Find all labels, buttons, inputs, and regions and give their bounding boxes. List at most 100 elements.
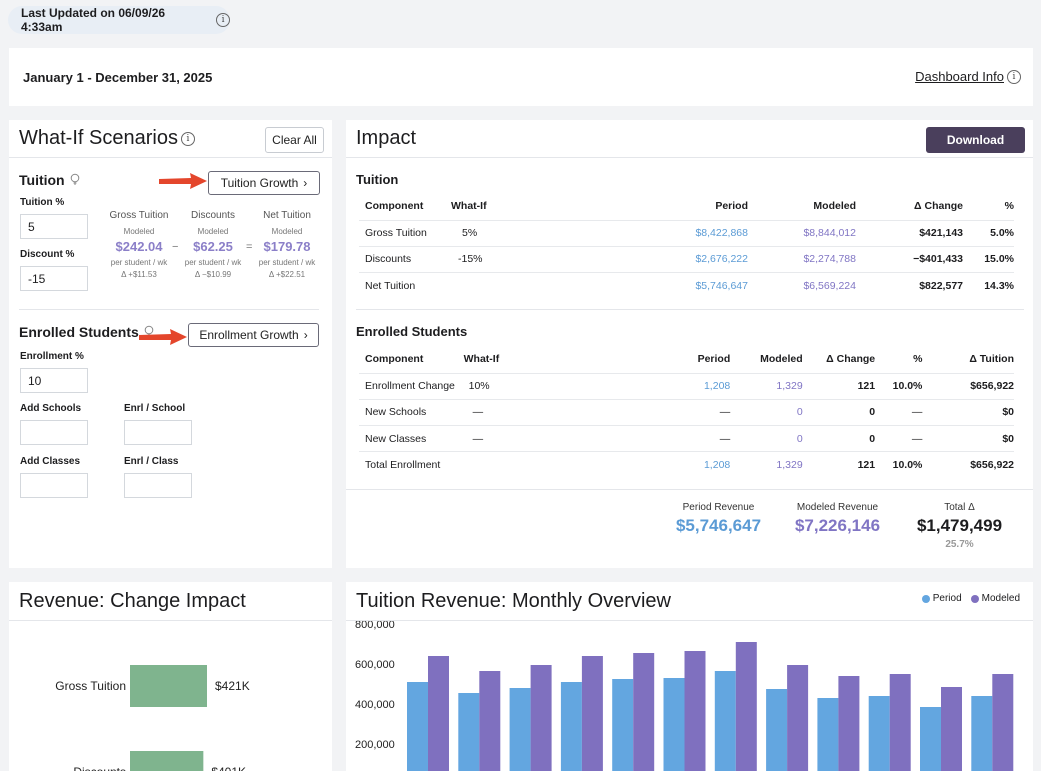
bar-modeled <box>684 651 706 771</box>
info-icon[interactable]: i <box>1007 69 1021 84</box>
divider <box>9 620 332 621</box>
enrl-class-input[interactable] <box>124 473 192 498</box>
stat-value: $62.25 <box>193 239 233 254</box>
monthly-overview-title: Tuition Revenue: Monthly Overview <box>356 590 671 612</box>
tuition-section-title: Tuition <box>19 172 81 188</box>
discount-pct-input[interactable]: -15 <box>20 266 88 291</box>
bar-period <box>920 707 941 771</box>
table-row: New Classes — — 0 0 — $0 <box>359 425 1014 452</box>
cell-period: — <box>556 425 731 452</box>
cell-modeled: 0 <box>730 398 803 426</box>
cell-change: 0 <box>802 398 876 426</box>
enrollment-pct-input[interactable]: 10 <box>20 368 88 393</box>
stat-per: per student / wk <box>110 258 168 267</box>
dashboard-info-label[interactable]: Dashboard Info <box>915 69 1004 84</box>
bar-modeled <box>633 653 655 771</box>
bar-modeled <box>581 656 603 771</box>
stat-delta: Δ +$11.53 <box>121 270 157 279</box>
tuition-growth-label[interactable]: Tuition Growth <box>220 176 299 190</box>
clear-all-button[interactable]: Clear All <box>265 127 324 153</box>
red-arrow-annotation <box>139 329 187 345</box>
red-arrow-annotation <box>159 173 207 189</box>
bar-category-label: Gross Tuition <box>55 679 126 693</box>
bar-modeled <box>992 674 1014 771</box>
impact-title: Impact <box>356 127 417 149</box>
column-header: Modeled <box>813 200 856 213</box>
monthly-chart-svg: 800,000 600,000 400,000 200,000 <box>355 621 1014 771</box>
dashboard-info-link[interactable]: Dashboard Info i <box>915 69 1021 84</box>
bar-modeled <box>838 676 860 771</box>
column-header: What-If <box>451 200 487 213</box>
legend-period-swatch <box>921 594 930 603</box>
bar-period <box>766 689 788 771</box>
last-updated-pill: Last Updated on 06/09/26 4:33am i <box>8 6 230 34</box>
enrl-school-input[interactable] <box>124 420 192 445</box>
bar-modeled <box>428 656 449 771</box>
legend-modeled-label: Modeled <box>981 593 1020 604</box>
minus-operator: − <box>172 241 179 253</box>
tuition-pct-input[interactable]: 5 <box>20 214 88 239</box>
divider <box>356 309 1024 310</box>
stat-delta: Δ +$22.51 <box>268 270 306 279</box>
cell-period: $5,746,647 <box>691 272 748 299</box>
cell-component: New Schools <box>359 398 464 426</box>
bar <box>130 665 207 707</box>
tuition-growth-button[interactable]: Tuition Growth › <box>208 171 320 195</box>
info-icon[interactable]: i <box>180 131 195 146</box>
download-button[interactable]: Download <box>926 127 1025 153</box>
tuition-pct-label: Tuition % <box>20 197 65 208</box>
bar-period <box>971 696 993 771</box>
change-impact-chart: Gross Tuition $421K Discounts $401K <box>9 621 332 771</box>
stat-gross-tuition: Gross Tuition Modeled $242.04 per studen… <box>101 210 177 279</box>
table-row: New Schools — — 0 0 — $0 <box>359 398 1014 426</box>
cell-period: 1,208 <box>556 372 731 400</box>
table-header-row: Component What-If Period Modeled Δ Chang… <box>359 346 1014 373</box>
cell-pct: 5.0% <box>963 219 1014 247</box>
last-updated-text: Last Updated on 06/09/26 4:33am <box>21 6 166 34</box>
bar-modeled <box>889 674 911 771</box>
impact-card: Impact Download Tuition Component What-I… <box>346 120 1033 568</box>
bar-period <box>612 679 634 771</box>
add-classes-input[interactable] <box>20 473 88 498</box>
table-header-row: Component What-If Period Modeled Δ Chang… <box>359 193 1014 220</box>
bar-modeled <box>787 665 809 771</box>
stat-per: per student / wk <box>258 258 316 267</box>
stat-sub: Modeled <box>197 227 229 236</box>
add-schools-input[interactable] <box>20 420 88 445</box>
chart-legend: Period Modeled <box>921 593 1020 604</box>
stat-value: $242.04 <box>115 239 163 254</box>
legend-modeled-swatch <box>970 594 979 603</box>
cell-delta-tuition: $656,922 <box>922 372 1014 400</box>
bar-period <box>509 688 531 771</box>
info-icon[interactable]: i <box>216 13 230 27</box>
date-range: January 1 - December 31, 2025 <box>23 70 213 85</box>
column-header: Period <box>697 353 731 366</box>
bar-modeled <box>735 642 757 771</box>
lightbulb-icon <box>70 173 79 185</box>
column-header: Period <box>715 200 748 213</box>
change-impact-title: Revenue: Change Impact <box>19 590 246 612</box>
total-delta-pct: 25.7% <box>945 539 974 550</box>
bar-period <box>868 696 890 771</box>
cell-component: Total Enrollment <box>359 451 464 479</box>
table-row: Gross Tuition 5% $8,422,868 $8,844,012 $… <box>359 219 1014 247</box>
cell-delta-tuition: $0 <box>922 398 1014 426</box>
cell-period: 1,208 <box>556 451 731 479</box>
cell-modeled: 1,329 <box>730 372 803 400</box>
add-schools-label: Add Schools <box>20 403 82 414</box>
enrollment-growth-label[interactable]: Enrollment Growth <box>199 328 299 342</box>
cell-pct: 14.3% <box>963 272 1014 299</box>
y-tick-label: 800,000 <box>355 621 395 631</box>
bar-modeled <box>941 687 962 771</box>
change-impact-card: Revenue: Change Impact Gross Tuition $421… <box>9 582 332 771</box>
column-header: Δ Change <box>914 200 963 213</box>
bar-value-label: $421K <box>215 679 250 693</box>
bar-value-label: $401K <box>211 765 246 771</box>
cell-pct: 15.0% <box>963 245 1014 273</box>
cell-change: $822,577 <box>856 272 963 299</box>
stat-discounts: Discounts Modeled $62.25 per student / w… <box>175 210 251 279</box>
stat-net-tuition: Net Tuition Modeled $179.78 per student … <box>249 210 325 279</box>
monthly-chart: 800,000 600,000 400,000 200,000 <box>346 621 1033 771</box>
enrollment-growth-button[interactable]: Enrollment Growth › <box>188 323 319 347</box>
bar-category-label: Discounts <box>73 765 126 771</box>
